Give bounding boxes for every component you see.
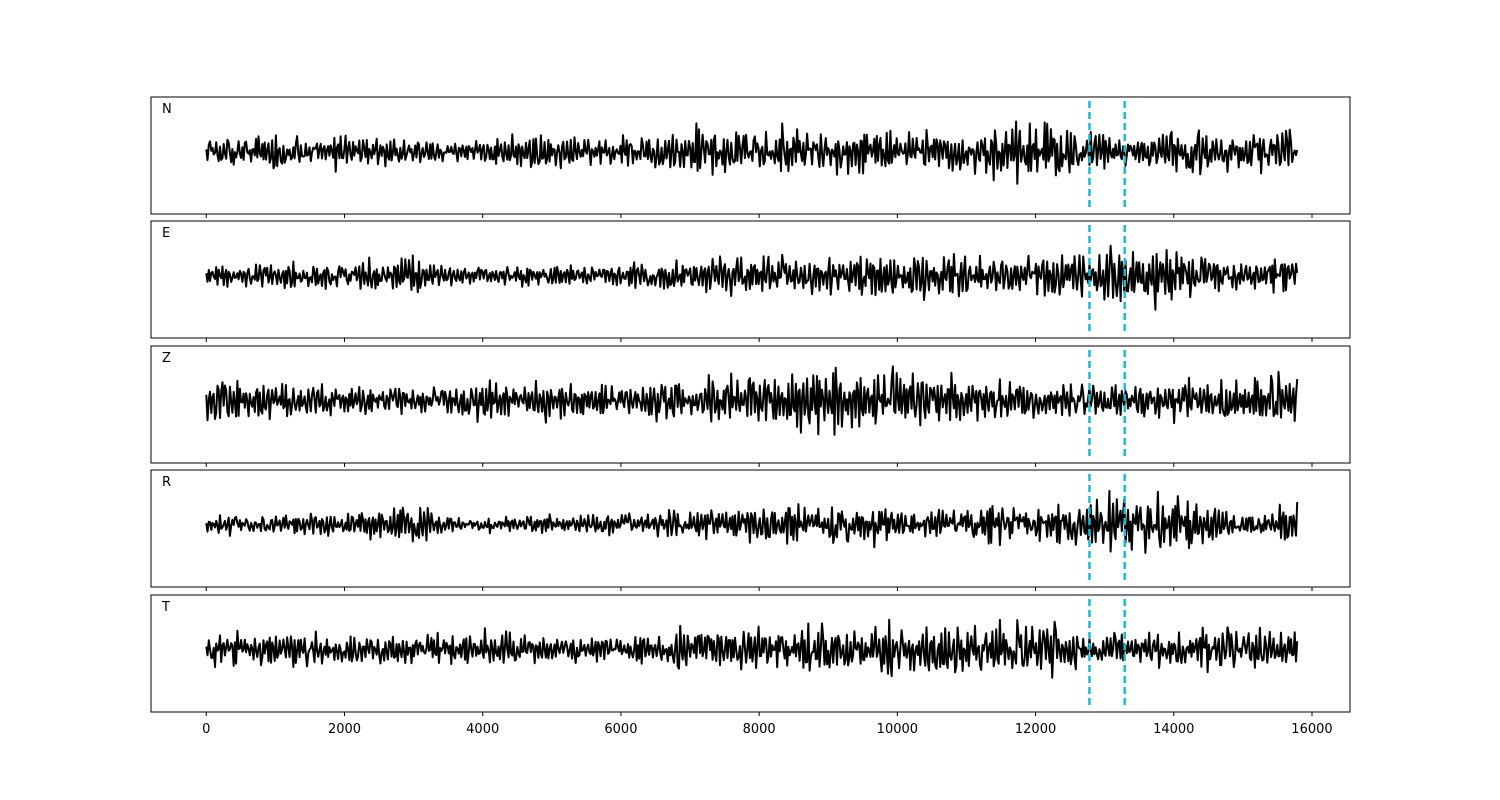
panel-r: R [150, 469, 1351, 591]
panel-frame-n [150, 96, 1351, 215]
trace-r [205, 489, 1299, 554]
panel-e: E [150, 220, 1351, 342]
panel-label-e: E [162, 226, 170, 241]
panel-n: N [150, 96, 1351, 218]
panel-frame-r [150, 469, 1351, 588]
x-tick-label: 2000 [328, 722, 361, 737]
trace-n [205, 120, 1299, 185]
x-tick-label: 4000 [466, 722, 499, 737]
x-tick-label: 8000 [743, 722, 776, 737]
panel-label-n: N [162, 102, 172, 117]
x-tick-label: 12000 [1015, 722, 1056, 737]
panel-label-z: Z [162, 351, 171, 366]
panel-z: Z [150, 345, 1351, 467]
panel-label-t: T [161, 600, 170, 615]
panel-frame-e [150, 220, 1351, 339]
panel-t: T [150, 594, 1351, 716]
panels-group: N E Z R T [150, 96, 1351, 716]
panel-label-r: R [162, 475, 171, 490]
panel-frame-t [150, 594, 1351, 713]
x-tick-label: 16000 [1291, 722, 1332, 737]
x-axis: 0 2000 4000 6000 8000 10000 12000 14000 16000 [202, 722, 1333, 737]
x-tick-label: 0 [202, 722, 210, 737]
x-tick-label: 6000 [604, 722, 637, 737]
panel-frame-z [150, 345, 1351, 464]
trace-e [205, 244, 1299, 311]
x-tick-label: 14000 [1153, 722, 1194, 737]
trace-t [205, 618, 1299, 679]
trace-z [205, 365, 1299, 436]
x-tick-label: 10000 [877, 722, 918, 737]
